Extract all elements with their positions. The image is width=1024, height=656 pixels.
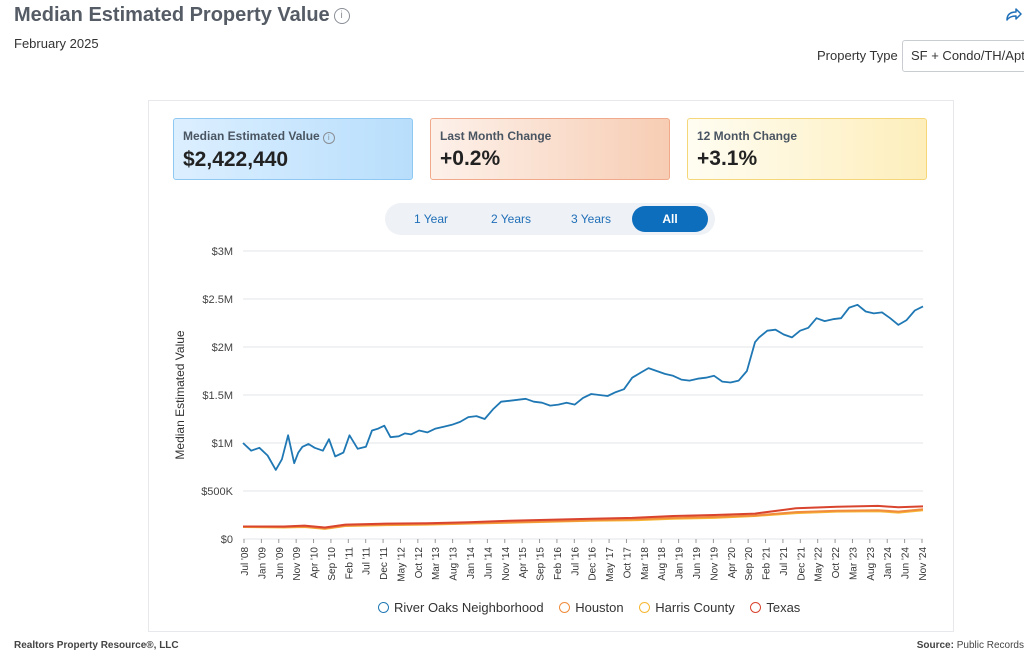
property-type-label: Property Type [817, 48, 898, 63]
legend-marker [559, 602, 571, 613]
footer-source: Source: Public Records [917, 640, 1024, 651]
x-tick-label: Jan '24 [883, 547, 894, 579]
x-tick-label: Nov '09 [292, 547, 303, 581]
share-icon[interactable] [1004, 6, 1022, 24]
legend-marker [639, 602, 651, 613]
y-tick-label: $2M [212, 342, 233, 354]
page-title: Median Estimated Property Value i [14, 4, 350, 27]
property-type-select[interactable]: SF + Condo/TH/Apt [902, 40, 1024, 72]
page-title-text: Median Estimated Property Value [14, 4, 330, 26]
x-tick-label: Jan '14 [466, 547, 477, 579]
y-tick-label: $3M [212, 246, 233, 258]
x-tick-label: Jul '11 [362, 547, 373, 575]
last-month-change-label: Last Month Change [440, 129, 552, 143]
range-1-year[interactable]: 1 Year [413, 212, 449, 226]
y-axis-label: Median Estimated Value [173, 330, 187, 460]
x-tick-label: Apr '15 [518, 547, 529, 579]
x-tick-label: Jun '09 [275, 547, 286, 579]
x-tick-label: Feb '16 [553, 547, 564, 580]
source-value: Public Records [956, 640, 1024, 651]
twelve-month-change-value: +3.1% [697, 147, 758, 170]
y-tick-label: $500K [201, 486, 233, 498]
source-label: Source: [916, 640, 954, 651]
last-month-change-value: +0.2% [440, 147, 501, 170]
legend-item-river-oaks[interactable]: River Oaks Neighborhood [378, 600, 544, 615]
y-tick-label: $0 [221, 534, 233, 546]
x-tick-label: May '17 [605, 547, 616, 582]
legend-marker [750, 602, 762, 613]
last-month-change-card: Last Month Change +0.2% [430, 118, 670, 180]
x-tick-label: Feb '21 [762, 547, 773, 580]
x-tick-label: Dec '11 [379, 547, 390, 580]
legend-item-harris-county[interactable]: Harris County [639, 600, 735, 615]
legend-marker [378, 602, 389, 613]
range-all[interactable]: All [632, 206, 708, 232]
footer-copyright: Realtors Property Resource®, LLC [14, 640, 179, 651]
info-icon[interactable]: i [322, 132, 335, 144]
chart-legend: River Oaks Neighborhood Houston Harris C… [378, 600, 812, 616]
x-tick-label: Jul '16 [570, 547, 581, 576]
x-tick-label: Oct '17 [622, 547, 633, 579]
legend-label: Houston [575, 600, 624, 615]
x-tick-label: Sep '20 [744, 547, 755, 581]
x-tick-label: Jun '19 [692, 547, 703, 579]
twelve-month-change-label: 12 Month Change [697, 129, 798, 143]
x-tick-label: Mar '18 [640, 547, 651, 580]
median-value-label: Median Estimated Value [183, 129, 320, 143]
x-tick-label: Oct '22 [831, 547, 842, 579]
x-tick-label: Aug '23 [866, 547, 877, 581]
x-tick-label: Mar '13 [431, 547, 442, 580]
x-tick-label: Aug '18 [657, 547, 668, 581]
y-tick-label: $1M [212, 438, 233, 450]
x-tick-label: Nov '14 [501, 547, 512, 581]
x-tick-label: Sep '10 [327, 547, 338, 581]
x-tick-label: Sep '15 [536, 547, 547, 581]
x-tick-label: Jan '19 [675, 547, 686, 579]
x-tick-label: Nov '24 [918, 547, 929, 581]
property-value-chart: $0 $500K $1M $1.5M $2M $2.5M $3M Median Estimat… [173, 246, 929, 582]
legend-label: Harris County [655, 600, 735, 615]
x-tick-label: May '22 [814, 547, 825, 582]
x-tick-label: Jul '21 [779, 547, 790, 576]
twelve-month-change-card: 12 Month Change +3.1% [687, 118, 927, 180]
time-range-selector: 1 Year 2 Years 3 Years All [385, 203, 715, 235]
x-tick-label: Apr '10 [310, 547, 321, 579]
y-tick-label: $1.5M [202, 390, 233, 402]
chart-panel [148, 100, 954, 632]
x-tick-label: Dec '16 [588, 547, 599, 581]
series-line-river-oaks-neighborhood [242, 303, 924, 471]
x-tick-label: Jan '09 [257, 547, 268, 579]
x-tick-label: Oct '12 [414, 547, 425, 579]
x-tick-label: Jun '14 [483, 547, 494, 579]
x-tick-label: Jul '08 [240, 547, 251, 576]
x-tick-label: Mar '23 [848, 547, 859, 580]
info-icon[interactable]: i [333, 8, 350, 24]
median-value-card: Median Estimated Value i $2,422,440 [173, 118, 413, 180]
legend-label: Texas [766, 600, 801, 615]
series-line-texas [243, 504, 924, 529]
x-tick-label: Apr '20 [727, 547, 738, 579]
range-2-years[interactable]: 2 Years [490, 212, 532, 226]
median-value: $2,422,440 [183, 148, 289, 171]
x-tick-label: Dec '21 [796, 547, 807, 581]
x-tick-label: Feb '11 [344, 547, 355, 580]
x-tick-label: May '12 [396, 547, 407, 582]
legend-item-texas[interactable]: Texas [750, 600, 800, 615]
legend-item-houston[interactable]: Houston [559, 600, 624, 615]
range-3-years[interactable]: 3 Years [570, 212, 612, 226]
x-tick-label: Aug '13 [449, 547, 460, 581]
x-tick-label: Jun '24 [901, 547, 912, 579]
report-date: February 2025 [14, 36, 99, 51]
y-tick-label: $2.5M [202, 294, 233, 306]
x-tick-label: Nov '19 [709, 547, 720, 581]
legend-label: River Oaks Neighborhood [394, 600, 544, 615]
